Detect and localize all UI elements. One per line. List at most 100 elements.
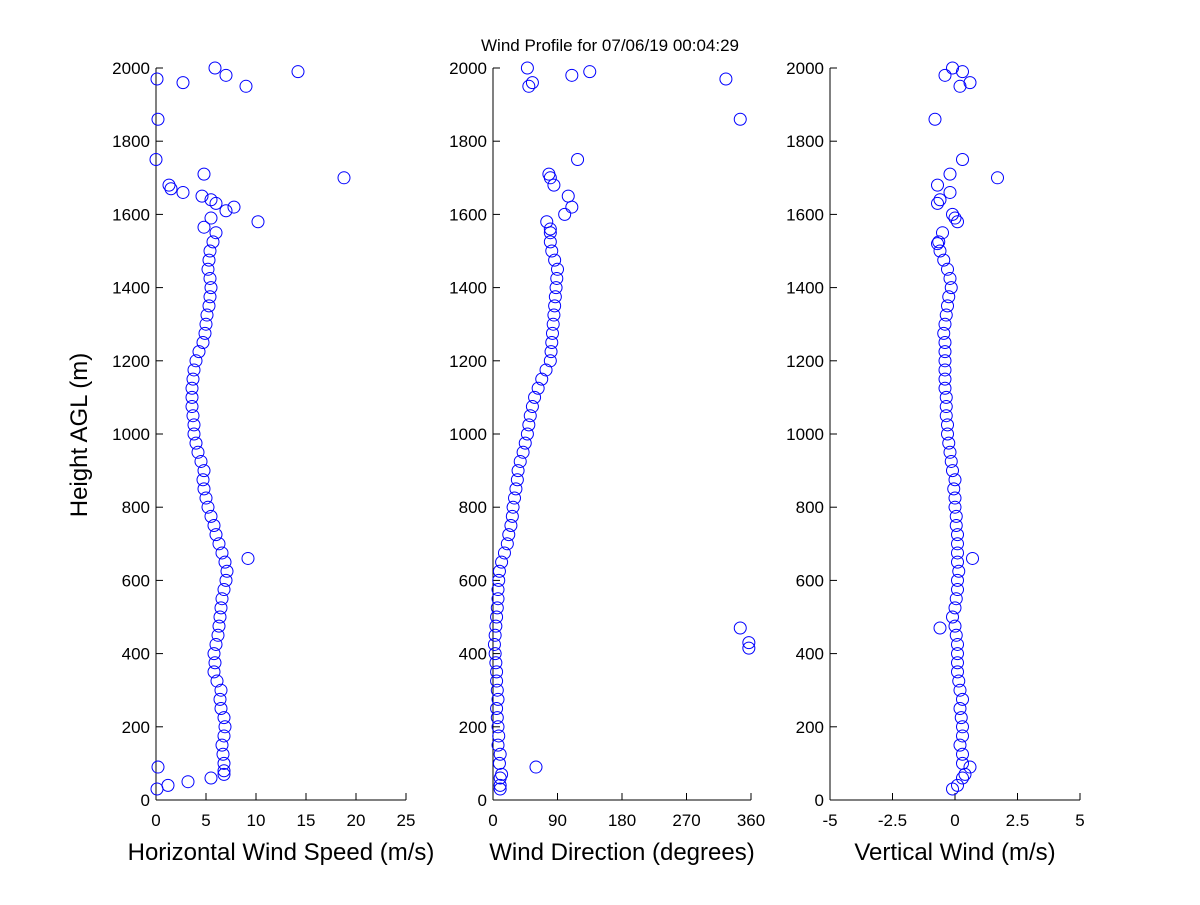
data-point [545, 244, 559, 258]
x-axis-label: Horizontal Wind Speed (m/s) [128, 839, 435, 866]
y-tick-label: 1600 [786, 205, 824, 224]
y-tick-label: 800 [796, 498, 824, 517]
y-tick-label: 0 [141, 791, 150, 810]
data-point [204, 771, 218, 785]
y-tick-label: 400 [459, 645, 487, 664]
x-tick-label: 0 [488, 811, 497, 830]
data-point [194, 454, 208, 468]
data-point [938, 345, 952, 359]
y-tick-label: 2000 [112, 59, 150, 78]
data-point [491, 583, 505, 597]
data-point [490, 601, 504, 615]
data-point [947, 482, 961, 496]
data-point [239, 79, 253, 93]
data-point [493, 747, 507, 761]
data-point [490, 702, 504, 715]
y-tick-label: 1000 [449, 425, 487, 444]
x-tick-label: -5 [822, 811, 837, 830]
data-point [548, 299, 562, 313]
data-point [545, 336, 559, 349]
data-point [938, 68, 952, 82]
data-point [207, 647, 221, 661]
data-point [931, 237, 944, 251]
data-point [941, 299, 954, 313]
data-point [196, 336, 210, 349]
data-point [544, 345, 558, 359]
data-point [220, 564, 234, 578]
data-point [204, 211, 218, 225]
data-point [251, 215, 265, 229]
data-point [151, 112, 165, 126]
data-point [151, 760, 165, 774]
data-point [187, 363, 201, 377]
y-tick-label: 1800 [786, 132, 824, 151]
data-point [201, 262, 215, 276]
y-tick-label: 1800 [449, 132, 487, 151]
data-point [516, 445, 530, 459]
y-tick-label: 200 [459, 718, 487, 737]
data-point [181, 775, 195, 789]
data-point [543, 222, 557, 236]
data-point [937, 326, 951, 340]
x-tick-label: 5 [201, 811, 210, 830]
data-point [528, 390, 542, 404]
data-point [583, 65, 597, 79]
data-point [956, 720, 969, 734]
data-point [506, 500, 520, 514]
y-tick-label: 1800 [112, 132, 150, 151]
data-point [565, 200, 579, 214]
chart-title: Wind Profile for 07/06/19 00:04:29 [481, 36, 739, 55]
data-point [492, 729, 506, 743]
data-point [208, 61, 222, 75]
data-point [204, 193, 218, 207]
data-point [491, 692, 505, 706]
data-point [210, 674, 224, 688]
data-point [543, 235, 557, 249]
data-point [733, 621, 747, 635]
data-point [490, 665, 504, 679]
data-point [215, 546, 229, 560]
data-point [522, 418, 536, 432]
y-tick-label: 800 [122, 498, 150, 517]
data-point [200, 308, 214, 322]
data-point [204, 281, 218, 295]
y-tick-label: 1000 [112, 425, 150, 444]
x-tick-label: 0 [950, 811, 959, 830]
y-tick-label: 2000 [449, 59, 487, 78]
y-tick-label: 1600 [449, 205, 487, 224]
data-point [489, 619, 503, 633]
data-point [209, 637, 223, 651]
data-point [213, 610, 227, 624]
data-point [199, 491, 213, 505]
data-point [495, 555, 509, 569]
data-point [504, 519, 518, 532]
data-point [150, 72, 164, 86]
panel-2: 0 200 400 600 800 1000 1200 1400 1600 1800 2000 0 90… [449, 59, 765, 866]
data-point [550, 271, 564, 285]
data-point [948, 500, 962, 514]
data-point [520, 427, 534, 441]
data-point [187, 427, 201, 441]
data-point [952, 564, 966, 578]
data-point [942, 436, 956, 450]
data-point [956, 153, 969, 166]
data-point [951, 546, 964, 560]
data-point [217, 583, 231, 597]
data-point [943, 185, 957, 199]
data-point [529, 760, 543, 774]
data-point [933, 193, 947, 207]
data-point [551, 262, 564, 276]
data-point [963, 760, 977, 774]
data-point [742, 641, 756, 655]
panel-3: 0 200 400 600 800 1000 1200 1400 1600 1800 2000 -5 -… [786, 59, 1085, 866]
data-point [191, 445, 205, 459]
data-point [956, 771, 969, 785]
data-point [944, 281, 958, 295]
data-point [201, 500, 215, 514]
data-point [938, 363, 952, 377]
data-point [941, 418, 954, 432]
data-point [545, 326, 559, 340]
data-point [197, 167, 211, 181]
data-point [219, 68, 233, 82]
